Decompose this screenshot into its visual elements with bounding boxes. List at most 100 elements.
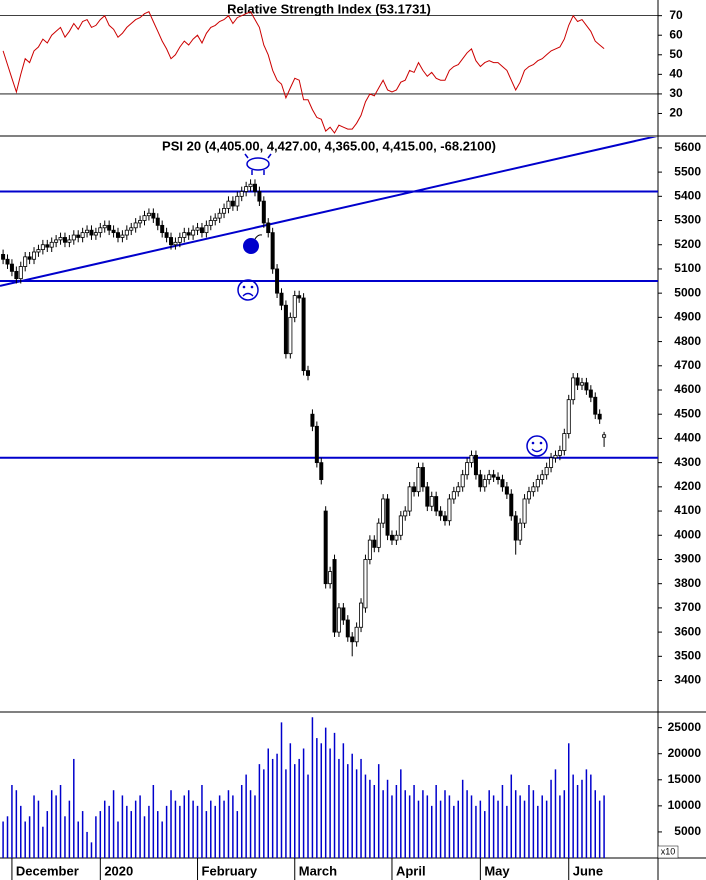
candle-body <box>350 636 355 643</box>
y-tick-label: 4800 <box>674 334 701 348</box>
y-tick-label: 20000 <box>668 746 702 760</box>
candle-body <box>416 467 421 493</box>
candle-body <box>222 208 227 214</box>
candle-body <box>76 234 81 238</box>
candle-body <box>14 270 19 280</box>
candle-body <box>138 220 143 224</box>
candle-body <box>593 396 598 415</box>
candle-body <box>597 413 602 420</box>
y-tick-label: 4700 <box>674 358 701 372</box>
candle-body <box>522 498 527 524</box>
candle-body <box>562 433 567 451</box>
candle-body <box>389 534 394 541</box>
y-tick-label: 5000 <box>674 285 701 299</box>
candle-body <box>500 479 505 488</box>
candle-body <box>314 425 319 464</box>
y-tick-label: 5600 <box>674 140 701 154</box>
candle-body <box>257 191 262 202</box>
sad-face-icon <box>237 279 259 301</box>
rsi-line <box>2 11 605 134</box>
multiplier-box <box>657 845 679 859</box>
rsi-title: Relative Strength Index (53.1731) <box>227 1 431 16</box>
candle-body <box>102 224 107 229</box>
y-tick-label: 4200 <box>674 479 701 493</box>
candle-body <box>403 510 408 517</box>
candle-body <box>133 222 138 229</box>
y-tick-label: 3900 <box>674 552 701 566</box>
candle-body <box>27 256 32 260</box>
candle-body <box>173 241 178 246</box>
candle-body <box>549 457 554 468</box>
candle-body <box>204 224 209 234</box>
y-tick-label: 3800 <box>674 576 701 590</box>
y-tick-label: 70 <box>669 8 683 22</box>
candle-body <box>275 268 280 294</box>
candle-body <box>359 602 364 628</box>
candle-body <box>504 486 509 495</box>
candle-body <box>49 241 54 248</box>
candle-body <box>120 234 125 238</box>
candle-body <box>279 292 284 306</box>
candle-body <box>261 200 266 224</box>
y-tick-label: 4900 <box>674 310 701 324</box>
candle-body <box>491 474 496 478</box>
y-tick-label: 60 <box>669 27 683 41</box>
y-tick-label: 25000 <box>668 720 702 734</box>
candle-body <box>544 467 549 476</box>
candle-body <box>129 227 134 231</box>
y-tick-label: 4000 <box>674 527 701 541</box>
y-tick-label: 3400 <box>674 673 701 687</box>
candle-body <box>487 474 492 480</box>
candle-body <box>155 217 160 226</box>
candle-body <box>191 229 196 236</box>
candle-body <box>451 491 456 500</box>
candle-body <box>226 200 231 209</box>
y-tick-label: 4600 <box>674 382 701 396</box>
candle-body <box>199 227 204 234</box>
x-tick-label: March <box>299 863 337 878</box>
y-tick-label: 30 <box>669 86 683 100</box>
candle-body <box>575 377 580 386</box>
candle-body <box>230 200 235 207</box>
y-tick-label: 20 <box>669 106 683 120</box>
candle-body <box>23 256 28 267</box>
candle-body <box>496 476 501 480</box>
candle-body <box>566 399 571 434</box>
candle-body <box>252 183 257 192</box>
y-tick-label: 4500 <box>674 406 701 420</box>
candle-body <box>235 195 240 207</box>
candle-body <box>244 186 249 192</box>
candle-body <box>341 607 346 621</box>
candle-body <box>142 215 147 221</box>
candle-body <box>385 498 390 536</box>
candle-body <box>98 227 103 234</box>
y-tick-label: 5200 <box>674 237 701 251</box>
candle-body <box>40 244 45 250</box>
y-tick-label: 5300 <box>674 213 701 227</box>
candle-body <box>1 254 6 260</box>
candle-body <box>531 486 536 493</box>
candle-body <box>381 498 386 524</box>
candle-body <box>588 389 593 398</box>
candle-body <box>239 191 244 197</box>
candle-body <box>323 510 328 585</box>
candle-body <box>36 249 41 253</box>
candle-body <box>164 232 169 238</box>
candle-body <box>9 263 14 272</box>
candle-body <box>45 244 50 248</box>
candle-body <box>438 510 443 517</box>
candle-body <box>443 515 448 522</box>
y-tick-label: 5000 <box>674 824 701 838</box>
candle-body <box>89 229 94 236</box>
candle-body <box>93 232 98 236</box>
candle-body <box>412 486 417 493</box>
candle-body <box>447 498 452 522</box>
candle-body <box>306 370 311 376</box>
y-tick-label: 50 <box>669 47 683 61</box>
candle-body <box>85 229 90 234</box>
y-tick-label: 40 <box>669 67 683 81</box>
candle-body <box>332 559 337 633</box>
candle-body <box>266 222 271 234</box>
